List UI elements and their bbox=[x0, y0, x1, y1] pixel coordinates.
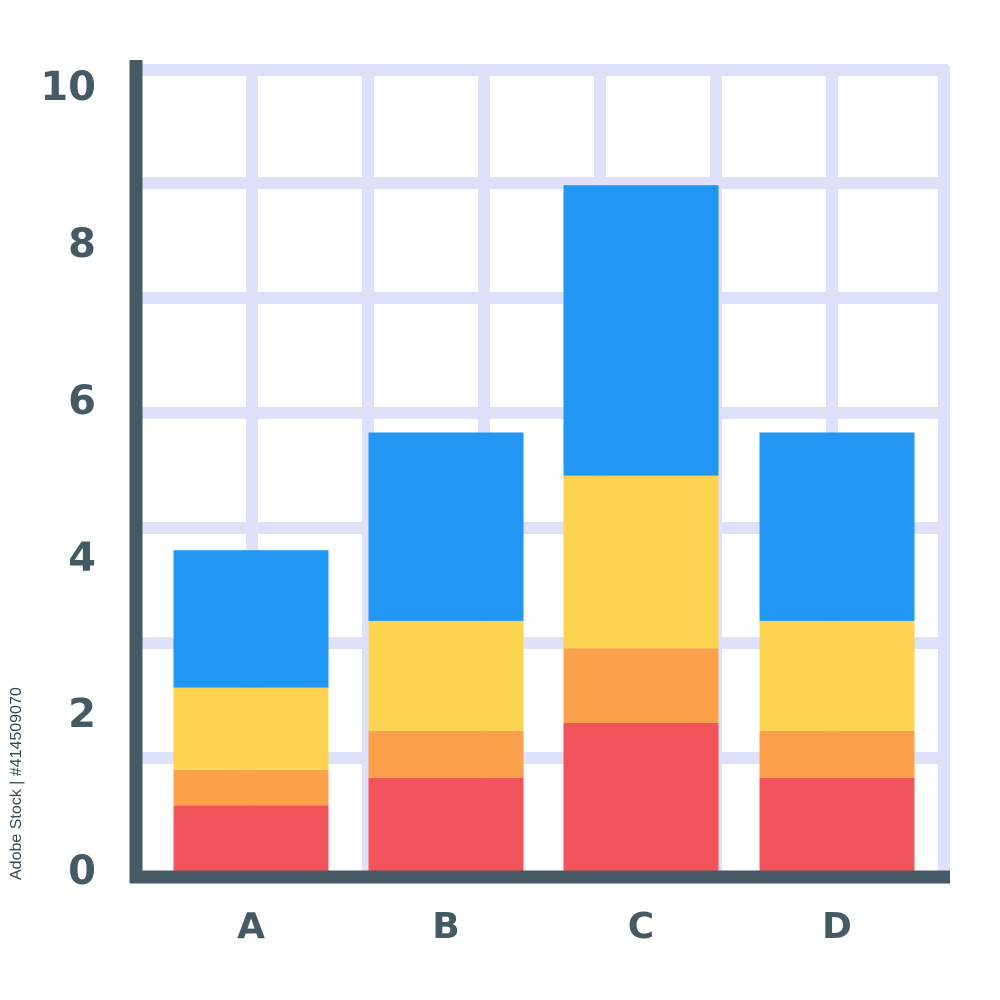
bar-segment-c-1 bbox=[563, 722, 719, 876]
bar-segment-b-4 bbox=[368, 432, 524, 621]
bar-segment-c-4 bbox=[563, 185, 719, 476]
bar-segment-d-4 bbox=[759, 432, 915, 621]
bar-segment-d-1 bbox=[759, 777, 915, 876]
y-tick-label: 4 bbox=[68, 535, 96, 581]
x-category-label: D bbox=[822, 906, 852, 947]
bar-segment-a-4 bbox=[173, 550, 329, 688]
bar-segment-a-3 bbox=[173, 687, 329, 771]
bar-segment-d-3 bbox=[759, 620, 915, 731]
bar-segment-a-2 bbox=[173, 770, 329, 806]
chart-labels: 0 2 4 6 8 10 A B C D bbox=[40, 64, 852, 947]
y-tick-label: 6 bbox=[68, 378, 96, 424]
bar-segment-d-2 bbox=[759, 730, 915, 778]
bar-segment-b-1 bbox=[368, 777, 524, 876]
bar-segment-c-2 bbox=[563, 648, 719, 723]
y-tick-label: 2 bbox=[68, 691, 96, 737]
bar-segment-b-3 bbox=[368, 620, 524, 731]
watermark-text: Adobe Stock | #414509070 bbox=[8, 687, 25, 880]
chart-axes bbox=[129, 60, 950, 884]
x-category-label: A bbox=[237, 906, 265, 947]
x-category-label: B bbox=[432, 906, 459, 947]
x-category-label: C bbox=[628, 906, 654, 947]
chart-bars bbox=[173, 185, 915, 876]
bar-segment-b-2 bbox=[368, 730, 524, 778]
y-tick-label: 0 bbox=[68, 848, 96, 894]
y-tick-label: 8 bbox=[68, 221, 96, 267]
bar-segment-a-1 bbox=[173, 805, 329, 876]
y-tick-label: 10 bbox=[40, 64, 96, 110]
bar-segment-c-3 bbox=[563, 475, 719, 649]
